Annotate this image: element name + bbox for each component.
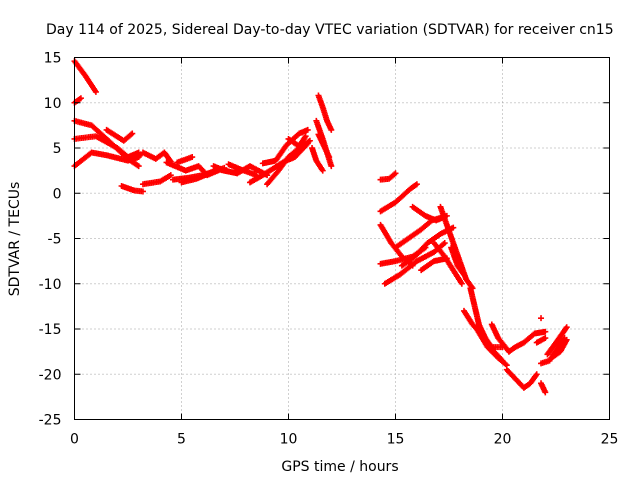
- data-series-arc-d4: [315, 131, 333, 161]
- data-series-arc-d1: [315, 92, 335, 133]
- data-series-arc-a1: [71, 58, 99, 95]
- x-tick-label: 15: [387, 432, 405, 448]
- data-series-arc-g2: [503, 366, 540, 391]
- data-series-arc-b6: [174, 154, 196, 166]
- y-axis-label: SDTVAR / TECUs: [7, 182, 23, 297]
- data-series-arc-g4: [538, 315, 545, 322]
- data-series-arc-f2: [431, 240, 465, 287]
- chart-title: Day 114 of 2025, Sidereal Day-to-day VTE…: [46, 22, 614, 38]
- x-tick-label: 0: [70, 432, 79, 448]
- x-tick-label: 25: [601, 432, 619, 448]
- y-tick-label: -5: [48, 232, 62, 248]
- x-tick-label: 20: [494, 432, 512, 448]
- data-series-arc-g1: [505, 328, 549, 355]
- data-series-arc-a2: [71, 95, 84, 106]
- data-series-arc-a6: [103, 126, 136, 144]
- y-tick-label: -20: [39, 367, 62, 383]
- data-series-arc-c6: [285, 133, 309, 150]
- data-series-arc-g3: [533, 335, 549, 346]
- data-series-arc-g5: [538, 380, 549, 396]
- x-tick-label: 10: [280, 432, 298, 448]
- y-tick-label: -25: [39, 413, 62, 429]
- x-tick-label: 5: [177, 432, 186, 448]
- axis-ticks: 0 5 10 15 20 25 15 10 5 0 -5 -10 -15 -20 -25: [39, 51, 619, 448]
- y-tick-label: -10: [39, 277, 62, 293]
- data-series-arc-f7: [488, 321, 512, 355]
- data-series-arc-b3: [139, 149, 174, 165]
- data-series-arc-b7: [178, 169, 215, 186]
- x-axis-label: GPS time / hours: [281, 459, 398, 475]
- data-series-arc-b1: [118, 183, 146, 195]
- y-tick-label: 5: [53, 141, 62, 157]
- data-series-arc-e2: [377, 181, 420, 215]
- data-series-arc-d3: [309, 145, 326, 174]
- data-series-arc-f6: [473, 326, 510, 369]
- data-series-arc-f3: [448, 244, 467, 278]
- data-series-arc-e1: [377, 170, 399, 183]
- data-series-arc-b2: [139, 172, 174, 188]
- plot-area: [71, 58, 570, 396]
- data-series-arc-g8: [550, 336, 570, 360]
- y-tick-label: 10: [44, 96, 62, 112]
- data-series-arc-g7: [544, 324, 570, 358]
- y-tick-label: 0: [53, 186, 62, 202]
- data-series-arc-c2: [225, 161, 260, 179]
- y-tick-label: 15: [44, 51, 62, 67]
- y-tick-label: -15: [39, 322, 62, 338]
- grid: [74, 57, 610, 420]
